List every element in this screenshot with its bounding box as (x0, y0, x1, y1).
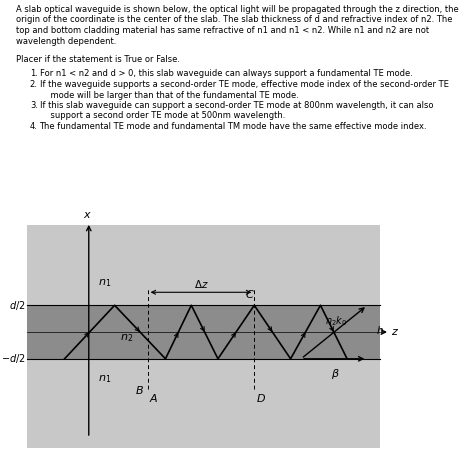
Text: $C$: $C$ (246, 288, 255, 300)
Text: $n_2$: $n_2$ (120, 332, 133, 344)
Text: wavelength dependent.: wavelength dependent. (16, 37, 117, 45)
Text: 2.: 2. (30, 80, 38, 89)
Text: $h$: $h$ (376, 324, 384, 336)
Text: $D$: $D$ (256, 392, 266, 404)
Text: top and bottom cladding material has same refractive of n1 and n1 < n2. While n1: top and bottom cladding material has sam… (16, 26, 429, 35)
Text: $n_1$: $n_1$ (98, 277, 111, 289)
Text: $z$: $z$ (392, 327, 400, 337)
Text: Placer if the statement is True or False.: Placer if the statement is True or False… (16, 55, 180, 64)
Text: origin of the coordinate is the center of the slab. The slab thickness of d and : origin of the coordinate is the center o… (16, 15, 453, 24)
Text: $\beta$: $\beta$ (330, 367, 339, 381)
Text: $-d/2$: $-d/2$ (0, 352, 25, 365)
Text: $A$: $A$ (149, 392, 159, 404)
Text: $d/2$: $d/2$ (9, 299, 25, 312)
Text: A slab optical waveguide is shown below, the optical light will be propagated th: A slab optical waveguide is shown below,… (16, 5, 459, 14)
Text: For n1 < n2 and d > 0, this slab waveguide can always support a fundamental TE m: For n1 < n2 and d > 0, this slab wavegui… (39, 69, 412, 78)
Text: $x$: $x$ (82, 210, 91, 220)
Bar (27, 305, 380, 359)
Text: If the waveguide supports a second-order TE mode, effective mode index of the se: If the waveguide supports a second-order… (39, 80, 448, 89)
Text: $n_1$: $n_1$ (98, 373, 111, 385)
Text: 4.: 4. (30, 122, 38, 131)
Bar (27, 225, 380, 448)
Text: $B$: $B$ (135, 384, 144, 396)
Text: $n_2k_0$: $n_2k_0$ (326, 314, 348, 328)
Text: mode will be larger than that of the fundamental TE mode.: mode will be larger than that of the fun… (39, 91, 299, 100)
Text: 1.: 1. (30, 69, 38, 78)
Text: If this slab waveguide can support a second-order TE mode at 800nm wavelength, i: If this slab waveguide can support a sec… (39, 101, 433, 110)
Text: support a second order TE mode at 500nm wavelength.: support a second order TE mode at 500nm … (39, 111, 285, 120)
Text: $\Delta z$: $\Delta z$ (193, 278, 209, 290)
Text: 3.: 3. (30, 101, 38, 110)
Text: The fundamental TE mode and fundamental TM mode have the same effective mode ind: The fundamental TE mode and fundamental … (39, 122, 427, 131)
